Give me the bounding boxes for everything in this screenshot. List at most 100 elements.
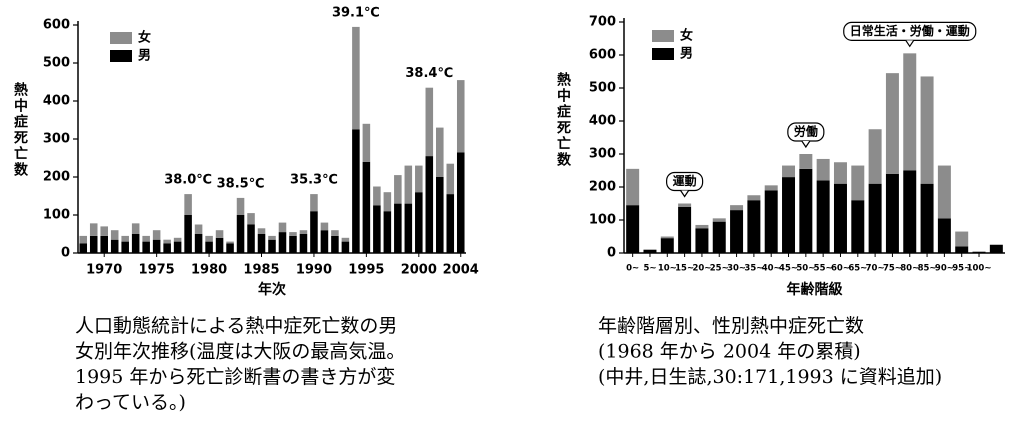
bar-segment	[194, 224, 203, 234]
y-tick-label: 400	[43, 94, 70, 109]
y-tick-label: 400	[589, 114, 616, 129]
annotation: 38.5℃	[217, 176, 265, 191]
caption-line: (中井,日生誌,30:171,1993 に資料追加)	[598, 366, 942, 388]
caption-line: 1995 年から死亡診断書の書き方が変	[75, 366, 395, 388]
bar-segment	[885, 173, 899, 253]
bar-segment	[173, 241, 182, 253]
x-tick-label: 50~	[796, 264, 815, 274]
annotation: 35.3℃	[290, 173, 338, 188]
y-tick-label: 0	[61, 246, 70, 261]
bar-segment	[404, 165, 413, 204]
y-tick-label: 100	[43, 208, 70, 223]
legend-swatch	[110, 32, 132, 44]
legend-swatch	[652, 48, 674, 60]
bar-segment	[955, 246, 969, 253]
x-tick-label: 5~	[643, 264, 656, 274]
bar-segment	[903, 53, 917, 171]
bar-segment	[833, 162, 847, 184]
bar-segment	[226, 243, 234, 253]
bar-segment	[730, 210, 744, 253]
y-tick-label: 600	[43, 18, 70, 33]
bar-segment	[868, 129, 882, 184]
bar-segment	[764, 190, 778, 253]
x-tick-label: 1970	[86, 263, 122, 278]
x-tick-label: 45~	[779, 264, 798, 274]
bar-segment	[799, 154, 813, 169]
bar-segment	[415, 192, 423, 253]
x-tick-label: 80~	[900, 264, 919, 274]
caption-line: 年齢階層別、性別熱中症死亡数	[598, 315, 864, 337]
bar-segment	[257, 228, 266, 234]
bar-segment	[868, 183, 882, 253]
bar-segment	[100, 226, 108, 236]
bar-segment	[110, 239, 119, 253]
bar-segment	[352, 129, 360, 253]
bar-segment	[833, 183, 847, 253]
bar-segment	[394, 203, 402, 253]
bar-segment	[194, 234, 203, 253]
bar-segment	[163, 243, 171, 253]
x-tick-label: 60~	[831, 264, 850, 274]
bar-segment	[236, 197, 245, 215]
bar-segment	[173, 237, 182, 242]
bar-segment	[730, 205, 744, 211]
bar-segment	[131, 234, 140, 253]
y-axis-label: 熱中症死亡数	[12, 81, 29, 178]
x-tick-label: 30~	[727, 264, 746, 274]
y-tick-label: 200	[43, 170, 70, 185]
bar-segment	[152, 230, 161, 240]
x-tick-label: 100~	[967, 264, 992, 274]
bar-segment	[184, 215, 192, 253]
bar-segment	[394, 175, 402, 204]
bar-segment	[920, 76, 934, 184]
x-tick-label: 65~	[848, 264, 867, 274]
bar-segment	[89, 223, 98, 236]
bar-segment	[310, 194, 318, 212]
bar-segment	[373, 205, 381, 253]
bar-segment	[352, 26, 360, 130]
bar-segment	[678, 206, 692, 253]
bar-segment	[383, 192, 392, 212]
bar-segment	[404, 203, 413, 253]
y-axis-label: 熱中症死亡数	[555, 71, 572, 168]
bar-segment	[920, 183, 934, 253]
bar-segment	[100, 235, 108, 253]
bar-segment	[215, 237, 224, 253]
bar-segment	[446, 163, 455, 195]
bar-segment	[747, 195, 761, 201]
bar-segment	[782, 177, 796, 253]
x-tick-label: 20~	[692, 264, 711, 274]
bar-segment	[764, 185, 778, 191]
bar-segment	[289, 232, 297, 236]
y-tick-label: 0	[607, 246, 616, 261]
y-tick-label: 200	[589, 180, 616, 195]
x-tick-label: 55~	[814, 264, 833, 274]
y-tick-label: 700	[589, 15, 616, 30]
y-tick-label: 100	[589, 213, 616, 228]
bar-segment	[205, 241, 213, 253]
legend-label: 女	[138, 30, 151, 46]
x-tick-label: 10~	[658, 264, 677, 274]
bar-segment	[799, 168, 813, 253]
bar-segment	[331, 235, 339, 253]
annotation: 39.1℃	[332, 5, 380, 20]
annotation: 38.0℃	[164, 173, 212, 188]
bar-segment	[747, 200, 761, 253]
bar-segment	[436, 177, 444, 253]
caption-line: (1968 年から 2004 年の累積)	[598, 341, 861, 363]
x-tick-label: 35~	[744, 264, 763, 274]
bar-segment	[660, 236, 674, 239]
bar-segment	[712, 221, 726, 253]
x-tick-label: 25~	[710, 264, 729, 274]
caption-line: 人口動態統計による熱中症死亡数の男	[75, 315, 397, 337]
bar-segment	[362, 123, 371, 162]
legend-label: 女	[680, 28, 693, 44]
bar-segment	[989, 244, 1003, 253]
bar-segment	[972, 251, 986, 253]
y-tick-label: 500	[43, 56, 70, 71]
legend-swatch	[110, 50, 132, 62]
x-tick-label: 15~	[675, 264, 694, 274]
bar-segment	[816, 180, 830, 253]
bar-segment	[885, 73, 899, 174]
bar-segment	[268, 235, 276, 240]
